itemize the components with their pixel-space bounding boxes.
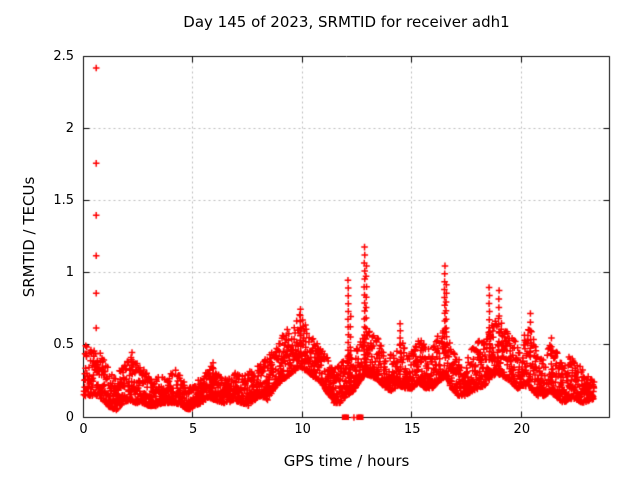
- x-tick-label: 15: [403, 422, 421, 437]
- y-tick-label: 1.5: [53, 192, 74, 208]
- y-tick-label: 0: [65, 409, 74, 425]
- y-tick-label: 2: [65, 120, 74, 136]
- y-tick-label: 1: [65, 265, 74, 281]
- y-tick-label: 0.5: [53, 337, 74, 353]
- x-tick-label: 20: [513, 422, 531, 437]
- x-tick-label: 0: [79, 422, 88, 437]
- x-tick-label: 5: [188, 422, 198, 437]
- x-axis-label: GPS time / hours: [283, 452, 410, 470]
- y-tick-label: 2.5: [53, 48, 74, 64]
- chart-title: Day 145 of 2023, SRMTID for receiver adh…: [183, 13, 510, 31]
- x-tick-label: 10: [294, 422, 311, 437]
